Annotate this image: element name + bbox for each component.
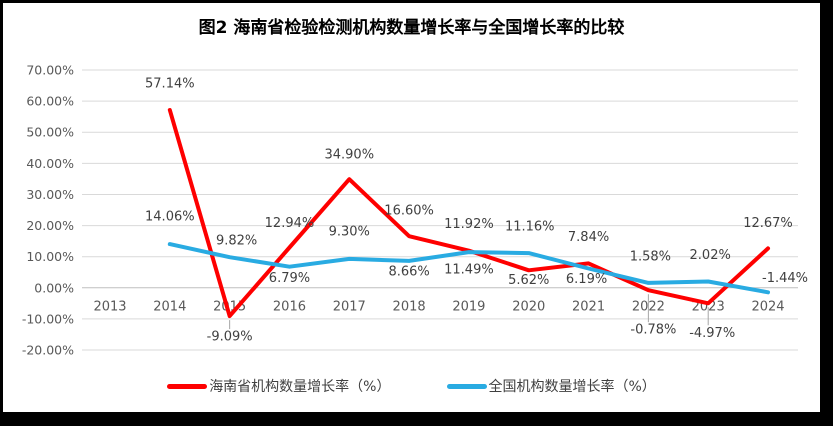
- data-label: 9.30%: [329, 224, 370, 239]
- y-tick-label: 40.00%: [26, 156, 74, 171]
- series-line-hainan: [167, 108, 771, 319]
- y-tick-label: -20.00%: [22, 343, 74, 358]
- data-label: -1.44%: [762, 271, 808, 286]
- x-tick-label: 2020: [512, 300, 545, 315]
- data-label: 7.84%: [568, 230, 609, 245]
- data-label: 11.16%: [505, 220, 555, 235]
- chart-title: 图2 海南省检验检测机构数量增长率与全国增长率的比较: [198, 18, 625, 38]
- data-label: -0.78%: [630, 323, 676, 338]
- y-tick-label: 10.00%: [26, 249, 74, 264]
- y-tick-label: 60.00%: [26, 94, 74, 109]
- data-label: -4.97%: [689, 326, 735, 341]
- data-label: 11.92%: [444, 217, 494, 232]
- legend-label-hainan: 海南省机构数量增长率（%）: [209, 379, 391, 395]
- data-label: 57.14%: [145, 77, 195, 92]
- data-label: 9.82%: [216, 234, 257, 249]
- data-label: 6.19%: [566, 272, 607, 287]
- x-tick-label: 2017: [333, 300, 366, 315]
- y-tick-label: 70.00%: [26, 63, 74, 78]
- x-tick-label: 2013: [93, 300, 126, 315]
- plot-canvas: 70.00% 60.00% 50.00% 40.00% 30.00% 20.00% 10.0…: [22, 63, 808, 358]
- data-label: -9.09%: [207, 330, 253, 345]
- x-tick-label: 2021: [572, 300, 605, 315]
- x-tick-label: 2019: [452, 300, 485, 315]
- x-tick-label: 2015: [213, 300, 246, 315]
- x-tick-label: 2024: [751, 300, 784, 315]
- x-tick-label: 2014: [153, 300, 186, 315]
- data-label: 12.67%: [743, 216, 793, 231]
- data-label: 14.06%: [145, 210, 195, 225]
- series-line-national: [167, 242, 771, 295]
- y-tick-label: 30.00%: [26, 187, 74, 202]
- data-label: 11.49%: [444, 263, 494, 278]
- legend-item-hainan: 海南省机构数量增长率（%）: [167, 376, 391, 396]
- x-tick-label: 2016: [273, 300, 306, 315]
- y-tick-label: 20.00%: [26, 218, 74, 233]
- data-label: 6.79%: [269, 271, 310, 286]
- data-label: 5.62%: [508, 273, 549, 288]
- hainan-line-swatch: [167, 383, 208, 389]
- national-line-swatch: [446, 383, 487, 389]
- data-label: 1.58%: [630, 249, 671, 264]
- y-tick-label: -10.00%: [22, 311, 74, 326]
- x-tick-label: 2018: [393, 300, 426, 315]
- y-tick-label: 0.00%: [34, 280, 74, 295]
- legend-item-national: 全国机构数量增长率（%）: [446, 376, 656, 396]
- legend-label-national: 全国机构数量增长率（%）: [488, 379, 656, 395]
- data-label: 34.90%: [324, 148, 374, 163]
- data-label: 12.94%: [265, 216, 315, 231]
- data-label: 8.66%: [388, 264, 429, 279]
- y-tick-label: 50.00%: [26, 125, 74, 140]
- data-label: 16.60%: [384, 204, 434, 219]
- legend: 海南省机构数量增长率（%） 全国机构数量增长率（%）: [3, 376, 820, 396]
- chart-figure: 图2 海南省检验检测机构数量增长率与全国增长率的比较 70.00% 60.00% 5…: [3, 3, 820, 412]
- data-label: 2.02%: [690, 248, 731, 263]
